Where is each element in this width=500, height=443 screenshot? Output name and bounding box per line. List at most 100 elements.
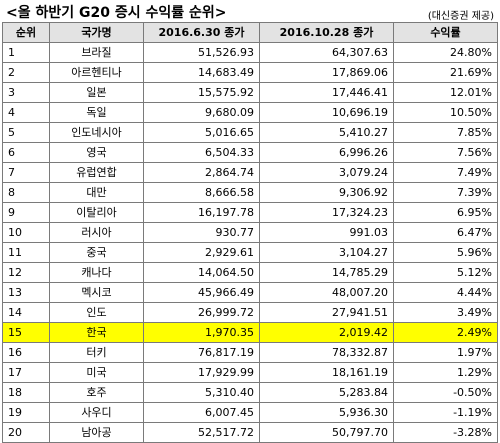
close-jun-cell: 14,064.50 xyxy=(143,262,260,283)
close-jun-cell: 17,929.99 xyxy=(143,362,260,383)
close-oct-cell: 10,696.19 xyxy=(259,102,394,123)
close-jun-cell: 2,864.74 xyxy=(143,162,260,183)
rank-cell: 12 xyxy=(2,262,50,283)
source-note: (대신증권 제공) xyxy=(427,11,494,22)
table-row: 16 터키 76,817.19 78,332.87 1.97% xyxy=(2,342,498,363)
table-row: 14 인도 26,999.72 27,941.51 3.49% xyxy=(2,302,498,323)
close-jun-cell: 51,526.93 xyxy=(143,42,260,63)
table-row: 19 사우디 6,007.45 5,936.30 -1.19% xyxy=(2,402,498,423)
return-cell: 7.56% xyxy=(393,142,498,163)
close-oct-cell: 3,079.24 xyxy=(259,162,394,183)
close-oct-cell: 50,797.70 xyxy=(259,422,394,443)
country-cell: 대만 xyxy=(49,182,144,203)
close-oct-cell: 64,307.63 xyxy=(259,42,394,63)
close-jun-cell: 26,999.72 xyxy=(143,302,260,323)
return-cell: 6.95% xyxy=(393,202,498,223)
country-cell: 이탈리아 xyxy=(49,202,144,223)
close-jun-cell: 6,504.33 xyxy=(143,142,260,163)
return-cell: 12.01% xyxy=(393,82,498,103)
table-row: 6 영국 6,504.33 6,996.26 7.56% xyxy=(2,142,498,163)
table-row: 7 유럽연합 2,864.74 3,079.24 7.49% xyxy=(2,162,498,183)
rank-cell: 9 xyxy=(2,202,50,223)
rank-cell: 2 xyxy=(2,62,50,83)
close-oct-cell: 14,785.29 xyxy=(259,262,394,283)
table-row: 13 멕시코 45,966.49 48,007.20 4.44% xyxy=(2,282,498,303)
close-oct-cell: 78,332.87 xyxy=(259,342,394,363)
rank-cell: 18 xyxy=(2,382,50,403)
close-oct-cell: 2,019.42 xyxy=(259,322,394,343)
country-cell: 러시아 xyxy=(49,222,144,243)
return-cell: 7.85% xyxy=(393,122,498,143)
rank-cell: 11 xyxy=(2,242,50,263)
return-cell: 7.39% xyxy=(393,182,498,203)
rank-cell: 20 xyxy=(2,422,50,443)
close-jun-cell: 16,197.78 xyxy=(143,202,260,223)
rank-cell: 1 xyxy=(2,42,50,63)
country-cell: 인도 xyxy=(49,302,144,323)
rank-cell: 7 xyxy=(2,162,50,183)
return-cell: 1.29% xyxy=(393,362,498,383)
return-cell: 1.97% xyxy=(393,342,498,363)
return-cell: 10.50% xyxy=(393,102,498,123)
header-close-oct: 2016.10.28 종가 xyxy=(259,22,394,43)
country-cell: 일본 xyxy=(49,82,144,103)
table-row: 10 러시아 930.77 991.03 6.47% xyxy=(2,222,498,243)
table-row: 1 브라질 51,526.93 64,307.63 24.80% xyxy=(2,42,498,63)
header-rank: 순위 xyxy=(2,22,50,43)
country-cell: 독일 xyxy=(49,102,144,123)
table-row: 2 아르헨티나 14,683.49 17,869.06 21.69% xyxy=(2,62,498,83)
close-jun-cell: 8,666.58 xyxy=(143,182,260,203)
rank-cell: 5 xyxy=(2,122,50,143)
close-jun-cell: 1,970.35 xyxy=(143,322,260,343)
country-cell: 인도네시아 xyxy=(49,122,144,143)
close-jun-cell: 5,310.40 xyxy=(143,382,260,403)
return-cell: 2.49% xyxy=(393,322,498,343)
country-cell: 브라질 xyxy=(49,42,144,63)
rank-cell: 4 xyxy=(2,102,50,123)
return-cell: 7.49% xyxy=(393,162,498,183)
country-cell: 미국 xyxy=(49,362,144,383)
page-title: <올 하반기 G20 증시 수익률 순위> xyxy=(6,5,227,21)
rank-cell: 6 xyxy=(2,142,50,163)
close-oct-cell: 991.03 xyxy=(259,222,394,243)
table-row: 8 대만 8,666.58 9,306.92 7.39% xyxy=(2,182,498,203)
return-cell: 24.80% xyxy=(393,42,498,63)
close-jun-cell: 52,517.72 xyxy=(143,422,260,443)
country-cell: 유럽연합 xyxy=(49,162,144,183)
close-oct-cell: 17,446.41 xyxy=(259,82,394,103)
header-close-jun: 2016.6.30 종가 xyxy=(143,22,260,43)
close-oct-cell: 18,161.19 xyxy=(259,362,394,383)
return-cell: 5.96% xyxy=(393,242,498,263)
country-cell: 터키 xyxy=(49,342,144,363)
close-oct-cell: 17,324.23 xyxy=(259,202,394,223)
close-jun-cell: 930.77 xyxy=(143,222,260,243)
close-oct-cell: 17,869.06 xyxy=(259,62,394,83)
return-cell: 3.49% xyxy=(393,302,498,323)
return-cell: -0.50% xyxy=(393,382,498,403)
close-jun-cell: 15,575.92 xyxy=(143,82,260,103)
return-cell: 21.69% xyxy=(393,62,498,83)
close-oct-cell: 48,007.20 xyxy=(259,282,394,303)
close-oct-cell: 5,936.30 xyxy=(259,402,394,423)
close-oct-cell: 27,941.51 xyxy=(259,302,394,323)
country-cell: 아르헨티나 xyxy=(49,62,144,83)
return-cell: -3.28% xyxy=(393,422,498,443)
country-cell: 호주 xyxy=(49,382,144,403)
header-row: 순위 국가명 2016.6.30 종가 2016.10.28 종가 수익률 xyxy=(2,22,498,43)
table-row: 15 한국 1,970.35 2,019.42 2.49% xyxy=(2,322,498,343)
return-cell: 6.47% xyxy=(393,222,498,243)
rank-cell: 10 xyxy=(2,222,50,243)
close-jun-cell: 5,016.65 xyxy=(143,122,260,143)
table-row: 18 호주 5,310.40 5,283.84 -0.50% xyxy=(2,382,498,403)
country-cell: 한국 xyxy=(49,322,144,343)
table-row: 17 미국 17,929.99 18,161.19 1.29% xyxy=(2,362,498,383)
close-jun-cell: 6,007.45 xyxy=(143,402,260,423)
return-cell: 5.12% xyxy=(393,262,498,283)
rank-cell: 19 xyxy=(2,402,50,423)
country-cell: 캐나다 xyxy=(49,262,144,283)
close-oct-cell: 5,283.84 xyxy=(259,382,394,403)
table-body: 1 브라질 51,526.93 64,307.63 24.80% 2 아르헨티나 14,683… xyxy=(2,42,498,443)
table-row: 9 이탈리아 16,197.78 17,324.23 6.95% xyxy=(2,202,498,223)
country-cell: 멕시코 xyxy=(49,282,144,303)
